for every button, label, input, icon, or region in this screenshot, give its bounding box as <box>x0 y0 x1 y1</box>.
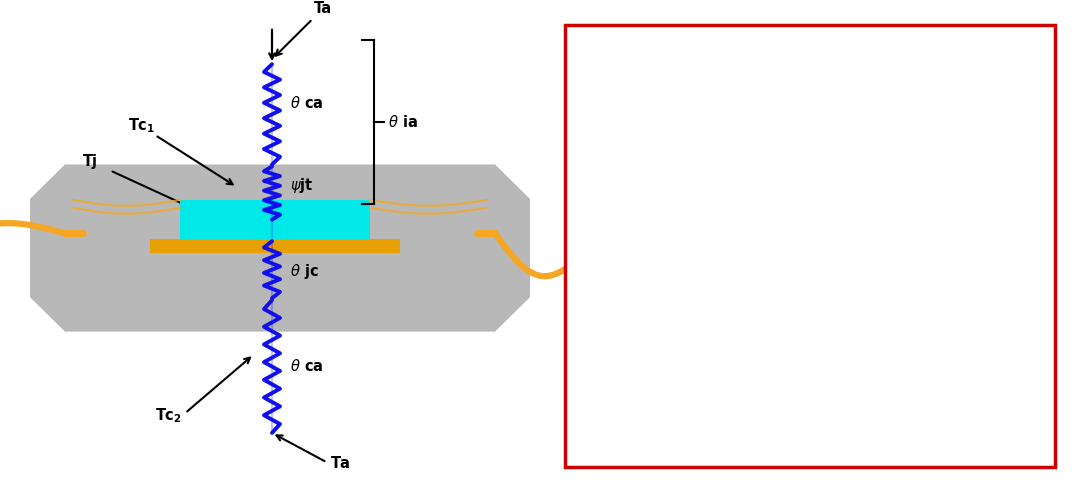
Text: $\mathbf{Ta}$: $\mathbf{Ta}$ <box>330 455 351 471</box>
Text: $\theta$ ca: $\theta$ ca <box>291 358 323 374</box>
Bar <box>180 200 370 241</box>
Text: $\mathbf{Tj}$: $\mathbf{Tj}$ <box>82 152 97 171</box>
Text: $\theta\ ja = \dfrac{Tj - Ta}{Pd}$: $\theta\ ja = \dfrac{Tj - Ta}{Pd}$ <box>738 81 882 128</box>
Text: $\psi$jt: $\psi$jt <box>291 176 313 195</box>
Bar <box>150 239 400 253</box>
Text: Ta: Ta <box>275 1 333 56</box>
Text: $\psi jt = \dfrac{Tj - T_{C1}}{Pd}$: $\psi jt = \dfrac{Tj - T_{C1}}{Pd}$ <box>740 223 880 270</box>
Text: $\theta$ ca: $\theta$ ca <box>291 95 323 112</box>
Polygon shape <box>30 165 530 332</box>
Text: $\mathbf{Tc_1}$: $\mathbf{Tc_1}$ <box>129 116 156 135</box>
Text: $\mathbf{Tc_2}$: $\mathbf{Tc_2}$ <box>156 406 181 425</box>
Bar <box>565 25 1055 468</box>
Text: $\theta$ ia: $\theta$ ia <box>388 114 418 130</box>
Text: $\theta$ jc: $\theta$ jc <box>291 262 319 281</box>
Text: $\theta\ jc = \dfrac{Tj - T_{C2}}{Pd}$: $\theta\ jc = \dfrac{Tj - T_{C2}}{Pd}$ <box>734 364 886 411</box>
